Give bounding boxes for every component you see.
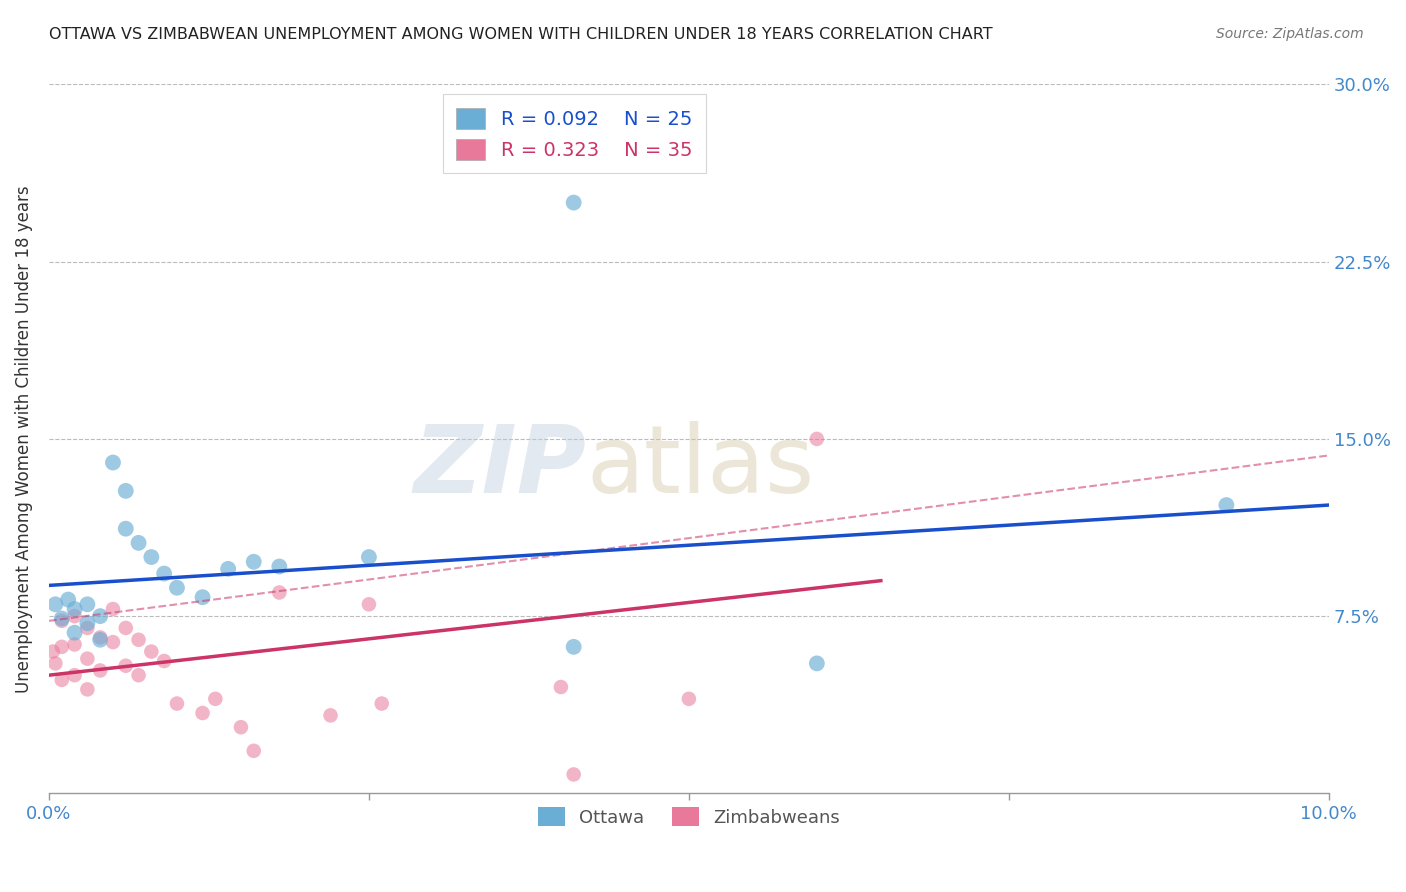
- Point: [562, 767, 585, 781]
- Point: [806, 657, 828, 671]
- Point: [114, 522, 136, 536]
- Point: [166, 581, 188, 595]
- Point: [128, 536, 150, 550]
- Point: [141, 549, 163, 564]
- Point: [51, 611, 73, 625]
- Point: [89, 609, 111, 624]
- Text: ZIP: ZIP: [413, 421, 586, 513]
- Point: [89, 664, 111, 678]
- Point: [678, 691, 700, 706]
- Point: [357, 549, 380, 564]
- Point: [562, 195, 585, 210]
- Point: [76, 597, 98, 611]
- Point: [242, 744, 264, 758]
- Point: [101, 602, 124, 616]
- Point: [269, 559, 291, 574]
- Point: [76, 651, 98, 665]
- Point: [357, 597, 380, 611]
- Point: [44, 597, 66, 611]
- Point: [128, 632, 150, 647]
- Point: [44, 657, 66, 671]
- Point: [806, 432, 828, 446]
- Point: [89, 632, 111, 647]
- Point: [114, 658, 136, 673]
- Text: atlas: atlas: [586, 421, 814, 513]
- Point: [229, 720, 252, 734]
- Point: [114, 483, 136, 498]
- Point: [562, 640, 585, 654]
- Point: [101, 635, 124, 649]
- Legend: Ottawa, Zimbabweans: Ottawa, Zimbabweans: [530, 800, 846, 834]
- Text: OTTAWA VS ZIMBABWEAN UNEMPLOYMENT AMONG WOMEN WITH CHILDREN UNDER 18 YEARS CORRE: OTTAWA VS ZIMBABWEAN UNEMPLOYMENT AMONG …: [49, 27, 993, 42]
- Point: [1215, 498, 1237, 512]
- Point: [63, 668, 86, 682]
- Point: [63, 625, 86, 640]
- Point: [128, 668, 150, 682]
- Point: [76, 682, 98, 697]
- Point: [153, 654, 176, 668]
- Point: [153, 566, 176, 581]
- Point: [166, 697, 188, 711]
- Point: [63, 602, 86, 616]
- Point: [191, 706, 214, 720]
- Point: [204, 691, 226, 706]
- Point: [63, 638, 86, 652]
- Point: [101, 456, 124, 470]
- Point: [76, 616, 98, 631]
- Point: [51, 640, 73, 654]
- Point: [51, 614, 73, 628]
- Point: [550, 680, 572, 694]
- Point: [370, 697, 392, 711]
- Point: [63, 609, 86, 624]
- Text: Source: ZipAtlas.com: Source: ZipAtlas.com: [1216, 27, 1364, 41]
- Point: [42, 644, 65, 658]
- Point: [114, 621, 136, 635]
- Point: [141, 644, 163, 658]
- Point: [217, 562, 239, 576]
- Y-axis label: Unemployment Among Women with Children Under 18 years: Unemployment Among Women with Children U…: [15, 185, 32, 693]
- Point: [56, 592, 79, 607]
- Point: [269, 585, 291, 599]
- Point: [191, 591, 214, 605]
- Point: [89, 631, 111, 645]
- Point: [319, 708, 342, 723]
- Point: [242, 555, 264, 569]
- Point: [51, 673, 73, 687]
- Point: [76, 621, 98, 635]
